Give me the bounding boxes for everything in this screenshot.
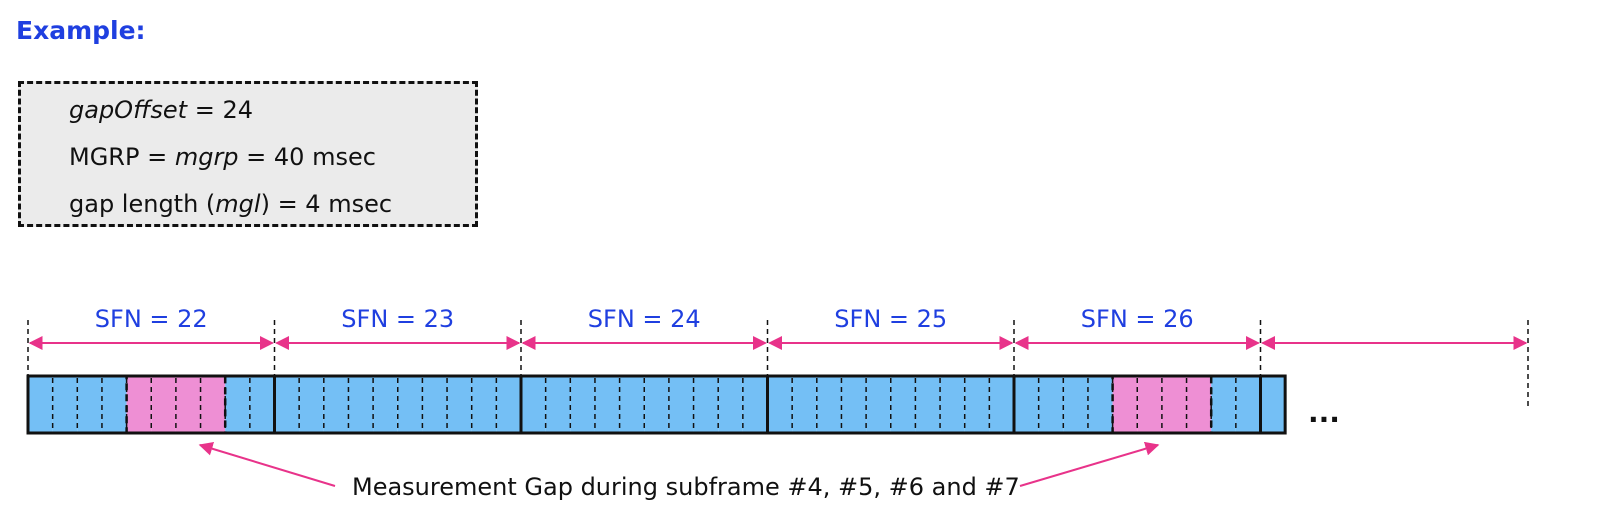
subframe	[299, 376, 324, 433]
subframe	[77, 376, 102, 433]
subframe	[471, 376, 497, 433]
gap-length-line: gap length (mgl) = 4 msec	[69, 190, 393, 218]
subframe	[964, 376, 990, 433]
gap-subframe	[1186, 376, 1212, 433]
subframe	[225, 376, 250, 433]
sfn-label: SFN = 24	[588, 305, 701, 333]
mgrp-line: MGRP = mgrp = 40 msec	[69, 143, 376, 171]
sfn-label: SFN = 25	[834, 305, 947, 333]
subframe	[619, 376, 645, 433]
subframe	[397, 376, 423, 433]
subframe	[792, 376, 817, 433]
subframe	[496, 376, 521, 433]
subframe	[940, 376, 965, 433]
gap-subframe	[1161, 376, 1187, 433]
subframe	[1211, 376, 1236, 433]
subframe	[1235, 376, 1261, 433]
subframe	[447, 376, 472, 433]
partial-next-frame	[1259, 374, 1287, 435]
subframe	[890, 376, 916, 433]
sfn-label: SFN = 22	[95, 305, 208, 333]
gap-caption: Measurement Gap during subframe #4, #5, …	[352, 473, 1020, 501]
subframe	[915, 376, 941, 433]
gap-subframe	[1137, 376, 1162, 433]
subframe	[101, 376, 127, 433]
subframe	[1014, 376, 1039, 433]
sfn-label: SFN = 26	[1081, 305, 1194, 333]
radio-frame	[1012, 374, 1262, 435]
subframe	[668, 376, 694, 433]
continuation-ellipsis: ...	[1308, 396, 1340, 429]
subframe	[373, 376, 398, 433]
subframe	[348, 376, 374, 433]
subframe	[28, 376, 53, 433]
subframe	[644, 376, 669, 433]
subframe	[718, 376, 743, 433]
example-heading: Example:	[16, 16, 146, 45]
subframe	[816, 376, 842, 433]
subframe	[274, 376, 300, 433]
subframe	[594, 376, 620, 433]
subframe	[841, 376, 867, 433]
radio-frame	[273, 374, 523, 435]
parameter-box: gapOffset = 24 MGRP = mgrp = 40 msec gap…	[18, 81, 478, 227]
subframe	[1038, 376, 1064, 433]
subframe	[521, 376, 546, 433]
subframe	[52, 376, 78, 433]
subframe	[545, 376, 571, 433]
subframe	[570, 376, 595, 433]
subframe	[249, 376, 275, 433]
gap-pointer-arrow-right	[1019, 441, 1160, 487]
gap-subframe	[1112, 376, 1138, 433]
subframe	[767, 376, 793, 433]
gap-subframe	[175, 376, 201, 433]
radio-frame	[519, 374, 769, 435]
subframe	[1063, 376, 1088, 433]
sfn-label: SFN = 23	[341, 305, 454, 333]
subframe	[866, 376, 891, 433]
radio-frame	[26, 374, 276, 435]
gap-subframe	[126, 376, 152, 433]
gap-subframe	[200, 376, 226, 433]
subframe	[323, 376, 349, 433]
subframe	[422, 376, 448, 433]
radio-frame	[766, 374, 1016, 435]
subframe	[1087, 376, 1113, 433]
subframe	[742, 376, 768, 433]
subframe	[693, 376, 719, 433]
gap-pointer-arrow-left	[198, 441, 336, 487]
gap-subframe	[151, 376, 176, 433]
gap-offset-line: gapOffset = 24	[69, 96, 253, 124]
subframe	[989, 376, 1014, 433]
